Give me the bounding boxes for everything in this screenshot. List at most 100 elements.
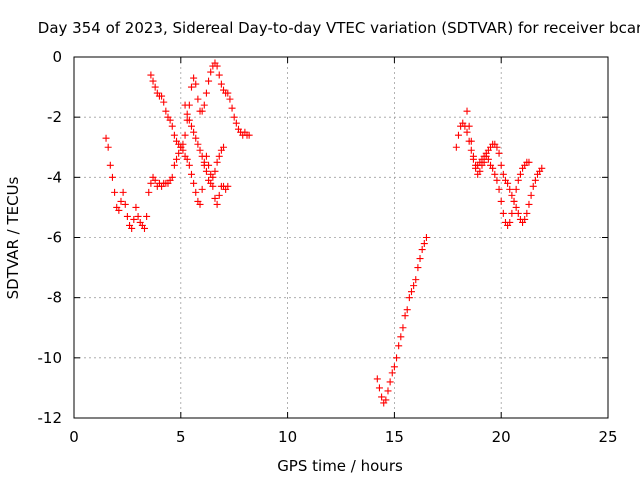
data-point [190, 128, 198, 136]
data-point [162, 107, 170, 115]
data-point [198, 185, 206, 193]
data-point [512, 203, 520, 211]
data-point [207, 179, 215, 187]
data-point [395, 342, 403, 350]
data-point [493, 143, 501, 151]
data-point [230, 113, 238, 121]
data-point [232, 119, 240, 127]
data-point [128, 224, 136, 232]
data-point [422, 234, 430, 241]
data-point [181, 101, 189, 109]
data-point [412, 276, 420, 284]
data-point [123, 212, 131, 220]
data-point [465, 122, 473, 130]
data-point [538, 164, 546, 172]
data-point [194, 140, 202, 148]
data-point [514, 176, 522, 184]
data-point [119, 188, 127, 196]
data-point [187, 170, 195, 178]
data-point [200, 101, 208, 109]
data-point [200, 158, 208, 166]
data-point [215, 71, 223, 79]
data-point [514, 209, 522, 217]
data-point [245, 131, 253, 139]
x-tick-label: 15 [385, 428, 404, 446]
data-point [390, 363, 398, 371]
grid [74, 57, 608, 418]
data-point [407, 288, 415, 296]
data-point [228, 104, 236, 112]
data-point [226, 95, 234, 103]
data-point [185, 116, 193, 124]
data-point [145, 188, 153, 196]
data-point [106, 161, 114, 169]
data-point [452, 143, 460, 151]
data-point [382, 396, 390, 404]
data-point [183, 110, 191, 118]
data-point [463, 107, 471, 115]
data-point [386, 378, 394, 386]
data-point [512, 185, 520, 193]
data-point [491, 170, 499, 178]
y-tick-label: 0 [52, 48, 62, 66]
data-point [213, 200, 221, 208]
data-point [529, 182, 537, 190]
data-point [420, 240, 428, 248]
data-point [205, 77, 213, 85]
data-point [399, 324, 407, 332]
data-point [527, 191, 535, 199]
data-point [211, 167, 219, 175]
data-point [220, 143, 228, 151]
x-tick-label: 10 [278, 428, 297, 446]
data-point [202, 167, 210, 175]
data-point [104, 143, 112, 151]
data-point [117, 197, 125, 205]
data-point [213, 158, 221, 166]
data-point [194, 95, 202, 103]
data-point [454, 131, 462, 139]
y-tick-label: -12 [38, 409, 63, 427]
data-point [384, 387, 392, 395]
chart-title: Day 354 of 2023, Sidereal Day-to-day VTE… [38, 19, 640, 37]
data-point [418, 246, 426, 254]
data-point [416, 255, 424, 263]
y-tick-label: -10 [38, 349, 63, 367]
data-point [499, 209, 507, 217]
data-point [495, 149, 503, 157]
data-point [192, 134, 200, 142]
data-point [196, 146, 204, 154]
data-point [168, 173, 176, 181]
data-point [108, 173, 116, 181]
data-point [151, 83, 159, 91]
data-point [134, 212, 142, 220]
data-point [506, 185, 514, 193]
data-point [472, 164, 480, 172]
data-point [198, 152, 206, 160]
data-point [510, 197, 518, 205]
x-axis-label: GPS time / hours [277, 457, 403, 475]
data-point [185, 161, 193, 169]
data-point [166, 116, 174, 124]
data-point [388, 369, 396, 377]
data-point [187, 83, 195, 91]
data-point [504, 179, 512, 187]
data-point [160, 98, 168, 106]
data-point [508, 191, 516, 199]
data-point [469, 152, 477, 160]
data-point [147, 71, 155, 79]
y-tick-label: -6 [47, 229, 62, 247]
data-point [183, 155, 191, 163]
data-point [205, 161, 213, 169]
data-point [476, 167, 484, 175]
data-point [151, 176, 159, 184]
data-point [467, 137, 475, 145]
data-point [499, 170, 507, 178]
y-tick-label: -8 [47, 289, 62, 307]
data-point [102, 134, 110, 142]
data-point [523, 209, 531, 217]
data-point [143, 212, 151, 220]
data-point [179, 140, 187, 148]
data-point [506, 218, 514, 226]
data-point [410, 282, 418, 290]
